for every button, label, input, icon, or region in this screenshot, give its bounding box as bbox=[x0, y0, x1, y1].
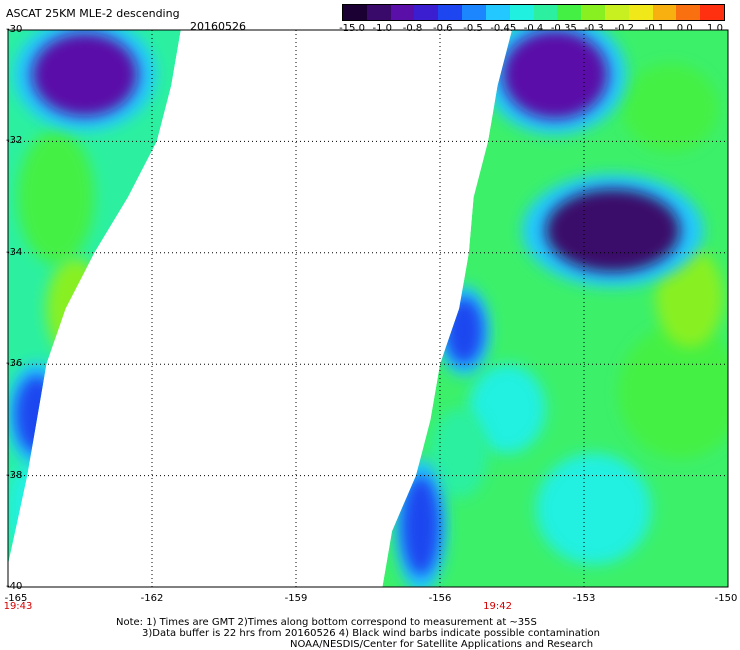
colorbar-tick-label: -0.6 bbox=[432, 23, 453, 34]
low-mle-east-edge bbox=[444, 297, 484, 365]
east-swath bbox=[382, 30, 728, 587]
colorbar-tick-label: -0.2 bbox=[614, 23, 635, 34]
colorbar-tick-label: 0.0 bbox=[676, 23, 693, 34]
swath-texture bbox=[617, 325, 728, 459]
colorbar-tick-label: -0.45 bbox=[490, 23, 517, 34]
low-mle-west-south bbox=[15, 375, 59, 454]
low-mle-west-north bbox=[32, 32, 138, 117]
colorbar-swatch bbox=[700, 5, 724, 20]
colorbar-swatch bbox=[581, 5, 605, 20]
latitude-label: -32 bbox=[6, 135, 23, 147]
colorbar-tick-label: -15.0 bbox=[339, 23, 365, 34]
latitude-label: -36 bbox=[6, 358, 23, 370]
colorbar-tick-label: -0.5 bbox=[463, 23, 483, 34]
low-mle-east-center bbox=[545, 188, 680, 273]
note-line-1: Note: 1) Times are GMT 2)Times along bot… bbox=[116, 617, 537, 628]
longitude-label: -153 bbox=[572, 593, 596, 604]
colorbar-swatch bbox=[343, 5, 367, 20]
colorbar-tick-label: 1.0 bbox=[707, 23, 723, 34]
pass-time-label: 19:43 bbox=[3, 601, 33, 612]
colorbar-swatch bbox=[414, 5, 439, 20]
longitude-label: -165 bbox=[4, 593, 28, 604]
longitude-label: -150 bbox=[714, 593, 738, 604]
latitude-label: -30 bbox=[6, 24, 23, 35]
colorbar-swatch bbox=[485, 5, 510, 20]
note-line-2: 3)Data buffer is 22 hrs from 20160526 4)… bbox=[142, 628, 600, 639]
low-mle-east-south bbox=[401, 475, 440, 576]
colorbar-swatch bbox=[628, 5, 653, 20]
colorbar-swatch bbox=[462, 5, 486, 20]
colorbar-swatch bbox=[533, 5, 558, 20]
latitude-label: -34 bbox=[6, 246, 23, 258]
colorbar-swatch bbox=[676, 5, 701, 20]
pass-time-label: 19:42 bbox=[483, 601, 513, 612]
colorbar-swatch bbox=[390, 5, 415, 20]
colorbar-tick-label: -1.0 bbox=[372, 23, 393, 34]
colorbar-tick-label: -0.8 bbox=[402, 23, 423, 34]
west-swath bbox=[8, 30, 181, 565]
colorbar-swatch bbox=[557, 5, 582, 20]
note-line-3: NOAA/NESDIS/Center for Satellite Applica… bbox=[290, 639, 594, 650]
colorbar-tick-label: -0.3 bbox=[584, 23, 604, 34]
swath-texture bbox=[46, 258, 104, 359]
map-title: ASCAT 25KM MLE-2 descending bbox=[6, 7, 180, 20]
swath-texture bbox=[468, 364, 546, 454]
colorbar-swatch bbox=[438, 5, 463, 20]
latitude-label: -40 bbox=[6, 581, 23, 592]
colorbar-swatch bbox=[652, 5, 677, 20]
swath-texture bbox=[536, 453, 652, 565]
colorbar-swatch bbox=[366, 5, 391, 20]
plot-frame bbox=[7, 29, 729, 588]
colorbar-swatch bbox=[509, 5, 534, 20]
colorbar-tick-label: -0.1 bbox=[644, 23, 665, 34]
longitude-label: -159 bbox=[284, 593, 308, 604]
map-plot bbox=[7, 29, 729, 588]
longitude-label: -162 bbox=[140, 593, 164, 604]
swath-texture bbox=[622, 63, 719, 153]
low-mle-east-north bbox=[502, 30, 608, 120]
latitude-label: -38 bbox=[6, 469, 23, 481]
longitude-label: -156 bbox=[428, 593, 452, 604]
colorbar-tick-label: -0.4 bbox=[523, 23, 544, 34]
colorbar-swatch bbox=[604, 5, 629, 20]
colorbar bbox=[342, 4, 725, 21]
swath-texture bbox=[17, 130, 95, 264]
colorbar-tick-label: -0.35 bbox=[550, 23, 577, 34]
